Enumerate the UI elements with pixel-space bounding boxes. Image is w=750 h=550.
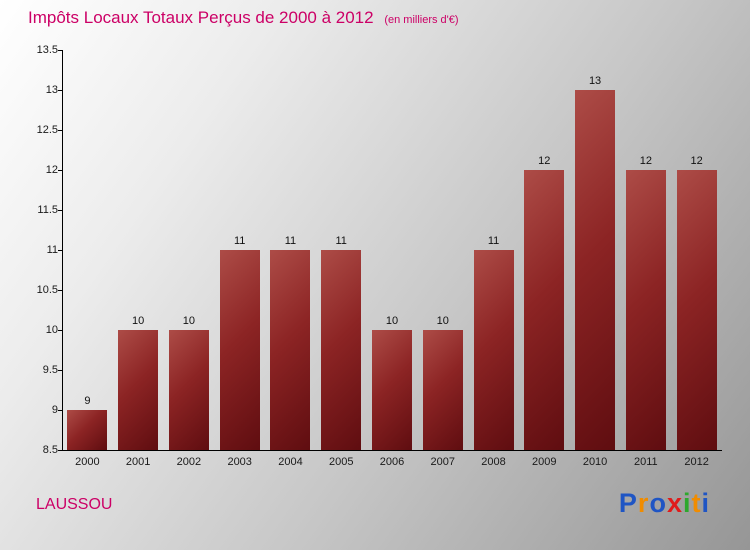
y-axis-label: 12 — [45, 164, 58, 176]
x-axis-label: 2002 — [176, 456, 202, 468]
bar-2008 — [473, 250, 514, 450]
y-axis-label: 13.5 — [36, 44, 58, 56]
plot-area: 8.5 9 9.5 10 10.5 11 11.5 12 12.5 13 13.5 9 2000 10 20… — [36, 44, 722, 468]
bar-value-label: 11 — [487, 235, 500, 247]
chart-title-text: Impôts Locaux Totaux Perçus de 2000 à 20… — [28, 8, 374, 27]
location-label: LAUSSOU — [36, 496, 113, 513]
y-axis-label: 12.5 — [36, 124, 58, 136]
y-axis-label: 10 — [45, 324, 58, 336]
bar-2009 — [524, 170, 565, 450]
bar-2007 — [422, 330, 463, 450]
y-axis-tick — [58, 450, 62, 451]
proxiti-logo-letter: o — [649, 488, 667, 518]
x-axis-label: 2009 — [532, 456, 557, 468]
bar-2002 — [168, 330, 209, 450]
bar-value-label: 12 — [690, 155, 703, 167]
chart-title: Impôts Locaux Totaux Perçus de 2000 à 20… — [28, 8, 459, 28]
y-axis-label: 13 — [45, 84, 58, 96]
x-axis-label: 2010 — [582, 456, 608, 468]
proxiti-logo[interactable]: Proxiti — [619, 488, 710, 519]
y-axis-tick — [58, 290, 62, 291]
x-axis-label: 2000 — [75, 456, 100, 468]
x-axis-label: 2011 — [634, 456, 658, 468]
x-axis-label: 2001 — [125, 456, 151, 468]
proxiti-logo-letter: P — [618, 488, 638, 518]
y-axis-label: 10.5 — [36, 284, 58, 296]
x-axis-label: 2004 — [278, 456, 303, 468]
bar-value-label: 12 — [639, 155, 652, 167]
bar-2001 — [118, 330, 159, 450]
bar-value-label: 9 — [84, 395, 91, 407]
proxiti-logo-letter: r — [637, 488, 650, 518]
bar-2004 — [270, 250, 311, 450]
bar-2012 — [676, 170, 717, 450]
x-axis-line — [62, 450, 722, 451]
y-axis-line — [62, 50, 63, 451]
bar-value-label: 11 — [284, 235, 297, 247]
bar-2006 — [372, 330, 412, 450]
y-axis-tick — [58, 170, 62, 171]
bar-2003 — [219, 250, 260, 450]
bar-value-label: 10 — [182, 315, 196, 327]
y-axis-label: 8.5 — [42, 444, 58, 456]
bar-value-label: 11 — [335, 235, 347, 247]
proxiti-logo-letter: x — [666, 488, 683, 518]
proxiti-logo-letter: i — [682, 488, 692, 518]
bar-value-label: 11 — [233, 235, 246, 247]
y-axis-label: 11.5 — [37, 204, 58, 216]
y-axis-label: 9 — [51, 404, 58, 416]
bar-value-label: 10 — [385, 315, 399, 327]
y-axis-tick — [58, 370, 62, 371]
y-axis-tick — [58, 250, 62, 251]
bar-value-label: 10 — [436, 315, 449, 327]
x-axis-label: 2005 — [328, 456, 354, 468]
x-axis-label: 2003 — [227, 456, 252, 468]
bar-2011 — [625, 170, 666, 450]
x-axis-label: 2007 — [430, 456, 456, 468]
y-axis-tick — [58, 410, 62, 411]
bar-value-label: 10 — [132, 315, 145, 327]
y-axis-tick — [58, 210, 62, 211]
y-axis-label: 11 — [46, 244, 58, 256]
y-axis-tick — [58, 130, 62, 131]
bar-value-label: 13 — [588, 75, 602, 87]
x-axis-label: 2006 — [379, 456, 405, 468]
bar-2010 — [575, 90, 616, 450]
x-axis-label: 2012 — [684, 456, 709, 468]
chart-title-unit: (en milliers d'€) — [384, 14, 459, 26]
y-axis-tick — [58, 50, 62, 51]
proxiti-logo-letter: t — [691, 488, 702, 518]
y-axis-tick — [58, 330, 62, 331]
bar-value-label: 12 — [538, 155, 551, 167]
proxiti-logo-letter: i — [701, 488, 710, 518]
bar-2000 — [67, 410, 108, 450]
y-axis-tick — [58, 90, 62, 91]
x-axis-label: 2008 — [481, 456, 506, 468]
bar-2005 — [321, 250, 362, 450]
y-axis-label: 9.5 — [42, 364, 58, 376]
